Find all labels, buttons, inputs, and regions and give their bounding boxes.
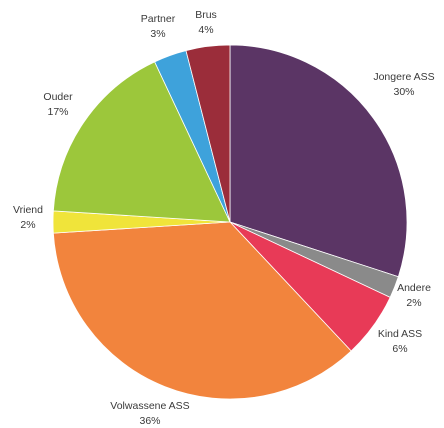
slice-value-label-andere: 2% xyxy=(406,297,421,309)
slice-label-jongere-ass: Jongere ASS xyxy=(373,71,434,83)
pie-slice-jongere-ass xyxy=(229,44,408,278)
pie-slice-brus xyxy=(185,44,231,223)
slice-value-label-kind-ass: 6% xyxy=(392,343,407,355)
slice-label-kind-ass: Kind ASS xyxy=(378,328,422,340)
slice-label-andere: Andere xyxy=(397,282,431,294)
pie-labels: Jongere ASS 30% Andere 2% Kind ASS 6% Volwasse… xyxy=(13,9,435,427)
pie-slice-ouder xyxy=(52,61,231,223)
pie-slice-volwassene-ass xyxy=(52,221,352,400)
slice-label-ouder: Ouder xyxy=(43,91,73,103)
slice-label-brus: Brus xyxy=(195,9,217,21)
slice-value-label-volwassene-ass: 36% xyxy=(139,415,160,427)
slice-value-label-partner: 3% xyxy=(150,28,165,40)
slice-label-volwassene-ass: Volwassene ASS xyxy=(110,400,189,412)
slice-label-vriend: Vriend xyxy=(13,204,43,216)
slice-value-label-jongere-ass: 30% xyxy=(393,86,414,98)
slice-value-label-vriend: 2% xyxy=(20,219,35,231)
slice-value-label-brus: 4% xyxy=(198,24,213,36)
slice-value-label-ouder: 17% xyxy=(47,106,68,118)
pie-slices xyxy=(52,44,408,400)
slice-label-partner: Partner xyxy=(141,13,176,25)
